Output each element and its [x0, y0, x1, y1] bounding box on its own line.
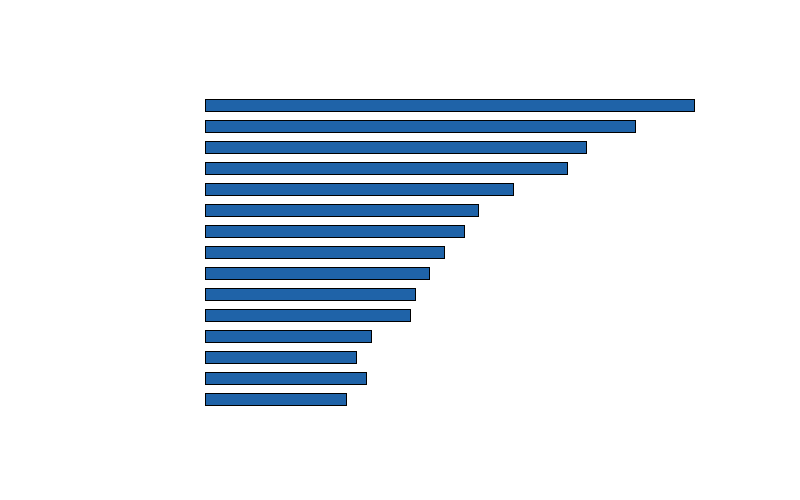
bar — [205, 246, 445, 259]
bar — [205, 141, 587, 154]
bar — [205, 183, 514, 196]
bar — [205, 120, 636, 133]
bar — [205, 288, 416, 301]
bar — [205, 372, 367, 385]
bar — [205, 162, 568, 175]
bar — [205, 99, 695, 112]
plot-area — [205, 95, 695, 410]
bar — [205, 330, 372, 343]
bar — [205, 267, 430, 280]
bar — [205, 225, 465, 238]
bar — [205, 393, 347, 406]
bar — [205, 309, 411, 322]
bar — [205, 204, 479, 217]
horizontal-bar-chart — [0, 0, 800, 500]
bar — [205, 351, 357, 364]
